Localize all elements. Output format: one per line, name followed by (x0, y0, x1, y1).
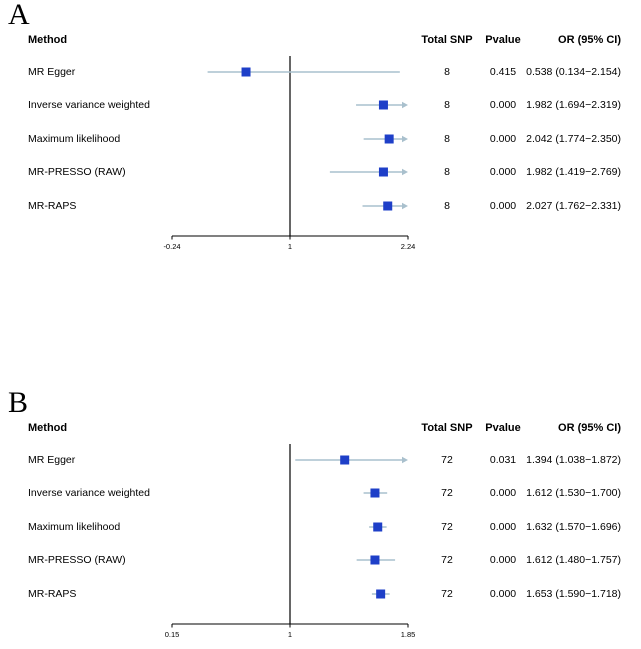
pvalue-value: 0.000 (489, 133, 517, 145)
pvalue-value: 0.000 (489, 200, 517, 212)
method-label: Inverse variance weighted (28, 487, 150, 499)
or-ci-value: 2.042 (1.774−2.350) (526, 133, 621, 145)
table-row: Maximum likelihood 72 0.000 1.632 (1.570… (0, 520, 641, 534)
svg-text:1: 1 (288, 630, 292, 639)
method-label: MR-PRESSO (RAW) (28, 554, 126, 566)
column-header-method: Method (28, 34, 68, 46)
table-row: Inverse variance weighted 72 0.000 1.612… (0, 486, 641, 500)
total-snp-value: 72 (441, 521, 453, 533)
total-snp-value: 72 (441, 588, 453, 600)
table-row: Inverse variance weighted 8 0.000 1.982 … (0, 98, 641, 112)
total-snp-value: 8 (444, 66, 450, 78)
table-row: Maximum likelihood 8 0.000 2.042 (1.774−… (0, 132, 641, 146)
method-label: Maximum likelihood (28, 521, 121, 533)
column-header-pvalue: Pvalue (485, 422, 521, 434)
panel-label-b: B (8, 386, 29, 419)
pvalue-value: 0.000 (489, 521, 517, 533)
header-row: Method Total SNP Pvalue OR (95% CI) (0, 421, 641, 435)
method-label: MR-RAPS (28, 200, 77, 212)
forest-plot-b: 0.15 1 1.85 (165, 444, 416, 639)
or-ci-value: 1.632 (1.570−1.696) (526, 521, 621, 533)
total-snp-value: 8 (444, 200, 450, 212)
total-snp-value: 72 (441, 454, 453, 466)
total-snp-value: 8 (444, 133, 450, 145)
panel-a: A Method Total SNP Pvalue OR (95% CI) MR… (0, 0, 641, 262)
or-ci-value: 2.027 (1.762−2.331) (526, 200, 621, 212)
table-row: MR-PRESSO (RAW) 72 0.000 1.612 (1.480−1.… (0, 553, 641, 567)
column-header-or-ci: OR (95% CI) (558, 422, 621, 434)
table-row: MR Egger 8 0.415 0.538 (0.134−2.154) (0, 65, 641, 79)
column-header-total-snp: Total SNP (421, 34, 473, 46)
or-ci-value: 0.538 (0.134−2.154) (526, 66, 621, 78)
or-ci-value: 1.653 (1.590−1.718) (526, 588, 621, 600)
column-header-or-ci: OR (95% CI) (558, 34, 621, 46)
pvalue-value: 0.000 (489, 554, 517, 566)
column-header-total-snp: Total SNP (421, 422, 473, 434)
or-ci-value: 1.982 (1.419−2.769) (526, 166, 621, 178)
pvalue-value: 0.415 (489, 66, 517, 78)
svg-text:1.85: 1.85 (401, 630, 416, 639)
method-label: MR Egger (28, 454, 76, 466)
panel-b: B Method Total SNP Pvalue OR (95% CI) MR… (0, 388, 641, 649)
svg-text:-0.24: -0.24 (163, 242, 180, 251)
method-label: MR-PRESSO (RAW) (28, 166, 126, 178)
table-row: MR-PRESSO (RAW) 8 0.000 1.982 (1.419−2.7… (0, 165, 641, 179)
column-header-method: Method (28, 422, 68, 434)
or-ci-value: 1.394 (1.038−1.872) (526, 454, 621, 466)
method-label: Inverse variance weighted (28, 99, 150, 111)
header-row: Method Total SNP Pvalue OR (95% CI) (0, 33, 641, 47)
total-snp-value: 72 (441, 554, 453, 566)
or-ci-value: 1.612 (1.480−1.757) (526, 554, 621, 566)
panel-label-a: A (8, 0, 30, 31)
table-row: MR-RAPS 8 0.000 2.027 (1.762−2.331) (0, 199, 641, 213)
pvalue-value: 0.000 (489, 487, 517, 499)
forest-plot-a: -0.24 1 2.24 (163, 56, 416, 251)
or-ci-value: 1.982 (1.694−2.319) (526, 99, 621, 111)
total-snp-value: 8 (444, 99, 450, 111)
pvalue-value: 0.031 (489, 454, 517, 466)
method-label: MR Egger (28, 66, 76, 78)
method-label: Maximum likelihood (28, 133, 121, 145)
table-row: MR Egger 72 0.031 1.394 (1.038−1.872) (0, 453, 641, 467)
pvalue-value: 0.000 (489, 99, 517, 111)
pvalue-value: 0.000 (489, 588, 517, 600)
column-header-pvalue: Pvalue (485, 34, 521, 46)
pvalue-value: 0.000 (489, 166, 517, 178)
svg-text:1: 1 (288, 242, 292, 251)
total-snp-value: 8 (444, 166, 450, 178)
svg-text:2.24: 2.24 (401, 242, 416, 251)
total-snp-value: 72 (441, 487, 453, 499)
method-label: MR-RAPS (28, 588, 77, 600)
svg-text:0.15: 0.15 (165, 630, 180, 639)
table-row: MR-RAPS 72 0.000 1.653 (1.590−1.718) (0, 587, 641, 601)
or-ci-value: 1.612 (1.530−1.700) (526, 487, 621, 499)
